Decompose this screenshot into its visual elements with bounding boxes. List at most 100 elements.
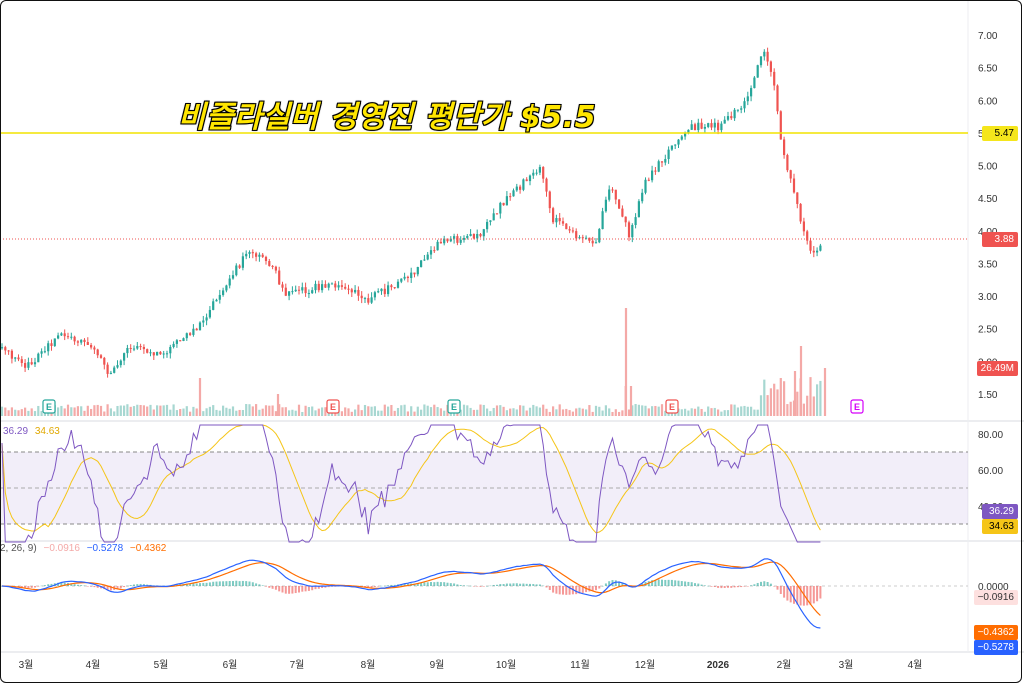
macd-line-legend: −0.5278 (86, 543, 124, 554)
candle-body (575, 231, 578, 239)
volume-bar (360, 410, 363, 416)
candle-body (169, 346, 172, 354)
volume-bar (423, 404, 426, 416)
banner-title: 비즐라실버 경영진 평단가 $5.5 (177, 99, 596, 136)
candle-body (740, 108, 743, 110)
candle-body (482, 229, 485, 237)
volume-bar (297, 404, 301, 416)
volume-bar (99, 405, 103, 416)
earnings-icon-letter: E (330, 402, 336, 412)
candle-body (340, 285, 343, 287)
macd-histogram-bar (750, 585, 753, 586)
candle-body (413, 272, 416, 275)
time-tick-label: 4월 (86, 659, 101, 671)
candle-body (726, 116, 730, 120)
macd-histogram-bar (301, 586, 304, 592)
candle-body (499, 202, 502, 214)
volume-bar (433, 404, 436, 416)
candle-body (730, 116, 733, 119)
volume-bar (657, 406, 660, 416)
volume-bar (27, 410, 30, 416)
macd-histogram-bar (743, 586, 746, 587)
candle-body (585, 237, 588, 239)
volume-bar (284, 407, 287, 416)
volume-bar (512, 408, 515, 416)
candle-body (354, 289, 357, 293)
volume-bar (726, 410, 730, 416)
macd-histogram-bar (819, 586, 822, 599)
macd-histogram-bar (255, 583, 258, 586)
candle-body (776, 85, 779, 112)
candle-body (766, 51, 769, 62)
volume-bar (169, 409, 172, 416)
macd-histogram-bar (106, 586, 109, 591)
candle-body (641, 192, 644, 202)
candle-body (301, 287, 304, 291)
volume-bar (4, 407, 7, 416)
time-tick-label: 2026 (707, 660, 730, 671)
volume-bar (604, 405, 607, 416)
volume-bar (654, 405, 657, 416)
candle-body (192, 328, 195, 335)
macd-histogram-bar (86, 586, 89, 587)
macd-histogram-bar (47, 584, 50, 586)
volume-bar (156, 405, 159, 416)
volume-bar (281, 407, 284, 416)
candle-body (433, 250, 436, 252)
candle-body (532, 172, 535, 176)
candle-body (654, 170, 657, 172)
volume-bar (736, 407, 739, 416)
earnings-icon-box (665, 399, 679, 414)
candle-body (53, 338, 56, 346)
volume-bar (185, 406, 188, 416)
macd-histogram-bar (802, 586, 805, 606)
macd-histogram-bar (195, 583, 198, 586)
candle-body (182, 338, 185, 341)
candle-body (90, 344, 93, 348)
candle-body (294, 289, 297, 292)
macd-histogram-bar (383, 585, 386, 587)
volume-bar (776, 389, 779, 416)
macd-histogram-bar (519, 583, 522, 586)
candle-body (367, 298, 370, 303)
candle-body (624, 216, 627, 223)
macd-histogram-bar (482, 586, 485, 587)
volume-bar (687, 410, 690, 416)
volume-bar (403, 404, 406, 416)
volume-bar (677, 408, 680, 416)
volume-bar (525, 410, 528, 416)
candle-body (443, 238, 446, 244)
volume-bar (248, 404, 251, 416)
macd-histogram-bar (575, 586, 578, 595)
candle-body (251, 252, 254, 254)
macd-histogram-bar (763, 581, 766, 586)
candle-body (469, 234, 472, 236)
volume-bar (396, 407, 400, 416)
volume-bar (806, 395, 809, 416)
macd-histogram-bar (109, 586, 112, 591)
volume-bar (598, 406, 601, 416)
candle-body (476, 234, 479, 239)
macd-histogram-bar (595, 586, 597, 591)
volume-bar (152, 409, 155, 416)
macd-histogram-bar (426, 582, 429, 586)
candle-body (690, 124, 693, 130)
macd-histogram-bar (799, 586, 802, 606)
candle-body (614, 189, 617, 200)
macd-histogram-bar (373, 586, 376, 587)
macd-histogram-bar (116, 586, 119, 590)
macd-histogram-bar (370, 586, 373, 588)
earnings-icon-box (447, 399, 461, 414)
earnings-icon: E (665, 399, 679, 414)
macd-histogram-bar (142, 584, 145, 586)
macd-histogram-bar (515, 583, 518, 586)
candle-body (278, 270, 281, 285)
volume-bar (700, 408, 703, 416)
candle-body (505, 196, 508, 206)
macd-histogram-bar (700, 584, 703, 586)
macd-histogram-bar (265, 586, 267, 587)
candle-body (334, 283, 337, 288)
macd-histogram-bar (433, 582, 436, 586)
volume-bar (575, 408, 578, 416)
